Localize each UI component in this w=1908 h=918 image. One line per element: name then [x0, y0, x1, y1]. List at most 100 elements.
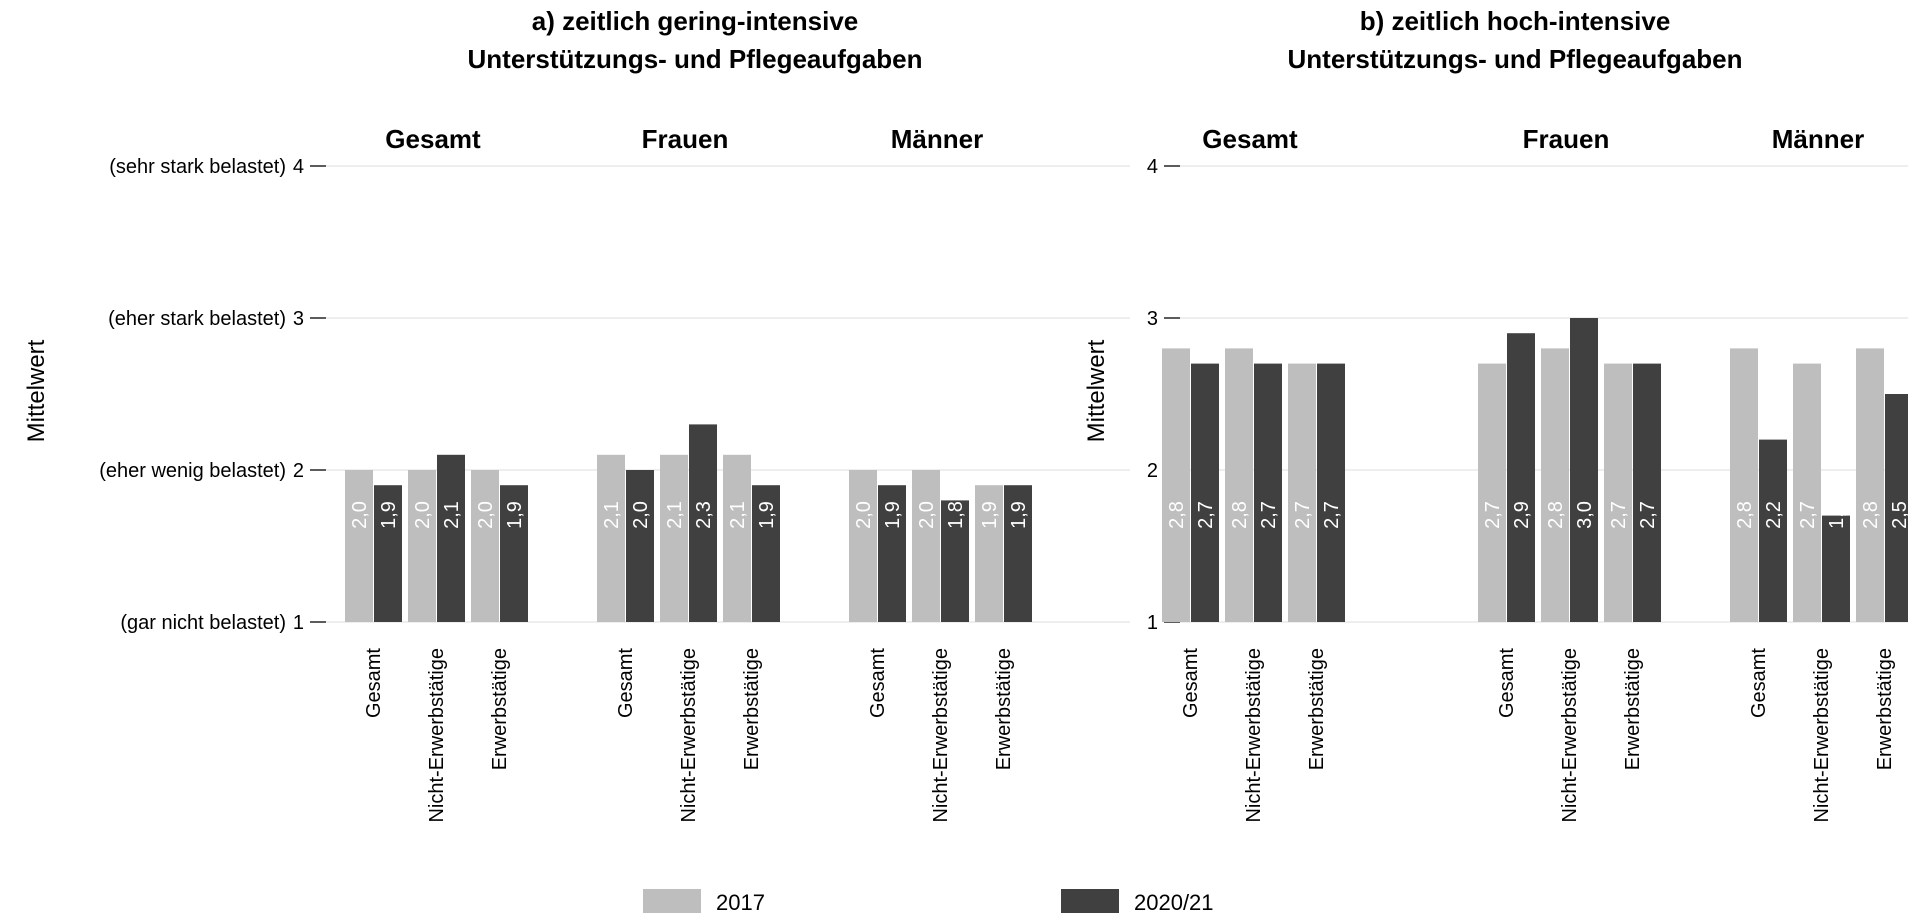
bar-value-label: 2,0 [630, 501, 652, 529]
bar-value-label: 2,1 [441, 501, 463, 529]
x-tick-label: Nicht-Erwerbstätige [1243, 648, 1265, 823]
x-tick-label: Gesamt [1180, 648, 1202, 718]
y-tick-label: 4 [1147, 156, 1158, 178]
legend: 2017 2020/21 [643, 889, 1214, 915]
bar-value-label: 1,9 [979, 501, 1001, 529]
bar-value-label: 2,1 [664, 501, 686, 529]
bar-value-label: 2,0 [475, 501, 497, 529]
y-tick-label: 2 [1147, 460, 1158, 482]
bar-value-label: 2,7 [1258, 501, 1280, 529]
bar-2017 [912, 470, 940, 622]
x-tick-label: Nicht-Erwerbstätige [1559, 648, 1581, 823]
bar-value-label: 2,0 [916, 501, 938, 529]
bar-2017 [408, 470, 436, 622]
y-tick-label: 1 [1147, 612, 1158, 634]
bar-value-label: 2,7 [1608, 501, 1630, 529]
bar-2020-21 [1004, 485, 1032, 622]
bar-value-label: 1,9 [1008, 501, 1030, 529]
x-tick-label: Erwerbstätige [741, 648, 763, 770]
bar-value-label: 2,1 [727, 501, 749, 529]
bar-value-label: 2,7 [1482, 501, 1504, 529]
bar-value-label: 2,3 [693, 501, 715, 529]
bar-2017 [1288, 363, 1316, 622]
y-tick-description: (eher stark belastet) [108, 308, 286, 330]
panel-a-title-line2: Unterstützungs- und Pflegeaufgaben [468, 44, 923, 74]
bar-2020-21 [752, 485, 780, 622]
x-tick-label: Nicht-Erwerbstätige [426, 648, 448, 823]
bar-2017 [975, 485, 1003, 622]
bar-2020-21 [1633, 363, 1661, 622]
bar-2017 [723, 454, 751, 622]
bar-2020-21 [374, 485, 402, 622]
x-tick-label: Nicht-Erwerbstätige [1811, 648, 1833, 823]
bar-2017 [849, 470, 877, 622]
legend-swatch-2017 [643, 889, 701, 913]
bar-value-label: 2,0 [349, 501, 371, 529]
bar-2017 [345, 470, 373, 622]
bar-2020-21 [500, 485, 528, 622]
bar-value-label: 2,7 [1797, 501, 1819, 529]
bar-2020-21 [1254, 363, 1282, 622]
bar-value-label: 1,9 [378, 501, 400, 529]
bar-value-label: 2,7 [1637, 501, 1659, 529]
bar-2020-21 [878, 485, 906, 622]
bar-value-label: 2,8 [1860, 501, 1882, 529]
facet-title: Gesamt [1202, 124, 1298, 154]
bar-2020-21 [1822, 515, 1850, 622]
bar-2017 [1478, 363, 1506, 622]
bar-value-label: 2,8 [1166, 501, 1188, 529]
bar-2017 [1793, 363, 1821, 622]
bar-2020-21 [1885, 394, 1908, 622]
x-tick-label: Erwerbstätige [1622, 648, 1644, 770]
y-tick-label: 1 [293, 612, 304, 634]
facet-title: Gesamt [385, 124, 481, 154]
bar-2017 [1604, 363, 1632, 622]
y-tick-label: 4 [293, 156, 304, 178]
x-tick-label: Gesamt [363, 648, 385, 718]
bar-2017 [1856, 348, 1884, 622]
y-tick-label: 3 [1147, 308, 1158, 330]
y-tick-label: 2 [293, 460, 304, 482]
x-tick-label: Gesamt [1748, 648, 1770, 718]
y-tick-description: (eher wenig belastet) [99, 460, 286, 482]
bar-value-label: 2,7 [1292, 501, 1314, 529]
x-tick-label: Erwerbstätige [1306, 648, 1328, 770]
bar-2020-21 [1191, 363, 1219, 622]
bar-2020-21 [626, 470, 654, 622]
panel-b-y-axis-label: Mittelwert [1083, 339, 1110, 442]
bar-2017 [1730, 348, 1758, 622]
bar-2017 [1162, 348, 1190, 622]
bar-value-label: 2,0 [412, 501, 434, 529]
bar-value-label: 1,7 [1826, 501, 1848, 529]
bar-value-label: 2,7 [1195, 501, 1217, 529]
legend-swatch-2020-21 [1061, 889, 1119, 913]
bar-value-label: 1,9 [882, 501, 904, 529]
bar-value-label: 2,0 [853, 501, 875, 529]
bar-2017 [471, 470, 499, 622]
bar-value-label: 2,8 [1545, 501, 1567, 529]
x-tick-label: Nicht-Erwerbstätige [930, 648, 952, 823]
x-tick-label: Gesamt [867, 648, 889, 718]
bar-2020-21 [1570, 318, 1598, 622]
bar-2017 [1541, 348, 1569, 622]
bar-value-label: 2,7 [1321, 501, 1343, 529]
legend-label-2017: 2017 [716, 890, 765, 913]
bar-value-label: 1,9 [504, 501, 526, 529]
bar-value-label: 2,9 [1511, 501, 1533, 529]
panel-a-y-axis-label: Mittelwert [23, 339, 50, 442]
x-tick-label: Erwerbstätige [489, 648, 511, 770]
y-tick-label: 3 [293, 308, 304, 330]
bar-value-label: 2,8 [1229, 501, 1251, 529]
facet-title: Frauen [1523, 124, 1610, 154]
panel-b: b) zeitlich hoch-intensive Unterstützung… [1083, 6, 1908, 823]
y-tick-description: (sehr stark belastet) [109, 156, 286, 178]
facet-title: Männer [1772, 124, 1864, 154]
x-tick-label: Nicht-Erwerbstätige [678, 648, 700, 823]
panel-a-title-line1: a) zeitlich gering-intensive [532, 6, 859, 36]
legend-label-2020-21: 2020/21 [1134, 890, 1214, 913]
facet-title: Frauen [642, 124, 729, 154]
bar-2020-21 [1759, 439, 1787, 622]
bar-value-label: 2,8 [1734, 501, 1756, 529]
bar-2017 [660, 454, 688, 622]
